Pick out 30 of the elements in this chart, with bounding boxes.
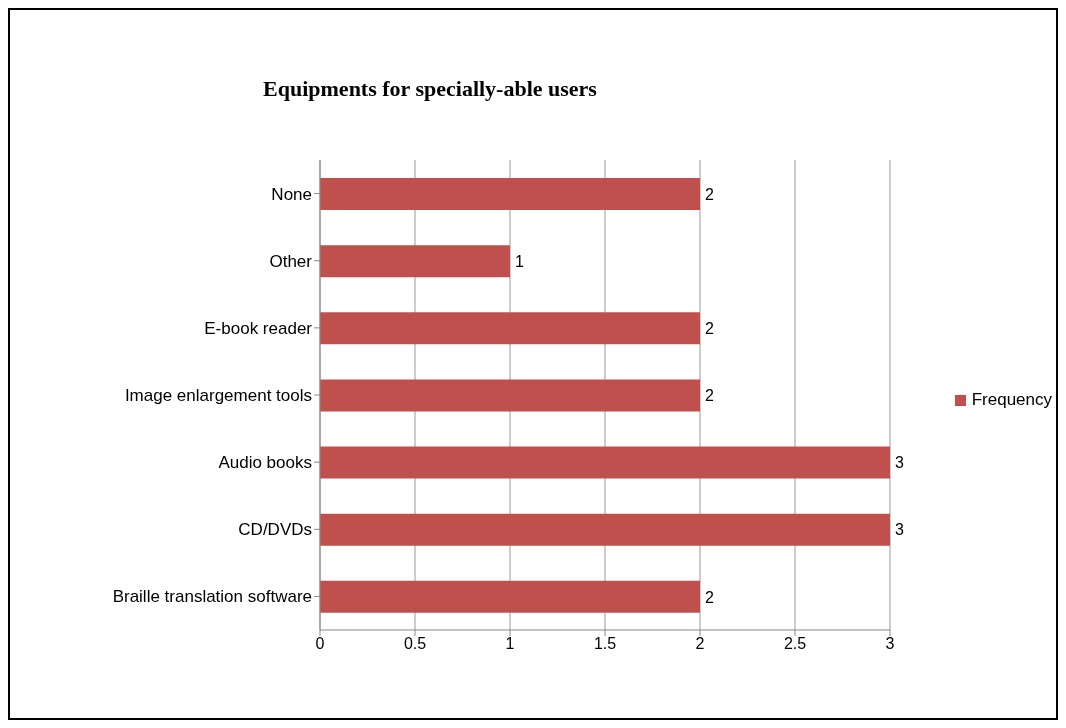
data-label: 2 [705, 185, 714, 203]
x-tick-label: 2.5 [783, 635, 807, 653]
x-tick-label: 1 [505, 635, 515, 653]
bar [320, 312, 700, 345]
y-tick-label: CD/DVDs [238, 520, 312, 540]
bar [320, 178, 700, 210]
y-tick-label: Audio books [218, 453, 312, 473]
bar [320, 446, 890, 479]
y-tick-label: Other [269, 251, 313, 271]
x-tick-label: 1.5 [593, 635, 617, 653]
bar [320, 580, 700, 613]
data-label: 2 [705, 319, 714, 337]
bar [320, 513, 890, 546]
x-tick-label: 3 [885, 635, 895, 653]
data-label: 3 [895, 521, 904, 539]
chart-title: Equipments for specially-able users [262, 76, 598, 102]
data-label: 3 [895, 454, 904, 472]
x-tick-label: 2 [695, 635, 705, 653]
x-tick-label: 0.5 [403, 635, 427, 653]
x-tick-label: 0 [315, 635, 325, 653]
y-tick-label: Image enlargement tools [124, 386, 312, 406]
bar [320, 379, 700, 412]
data-label: 2 [705, 588, 714, 606]
data-label: 1 [515, 252, 524, 270]
y-tick-label: E-book reader [204, 318, 313, 338]
y-tick-label: None [271, 184, 312, 204]
bar [320, 245, 510, 278]
y-tick-label: Braille translation software [112, 587, 312, 607]
data-label: 2 [705, 387, 714, 405]
legend-label: Frequency [971, 390, 1052, 410]
